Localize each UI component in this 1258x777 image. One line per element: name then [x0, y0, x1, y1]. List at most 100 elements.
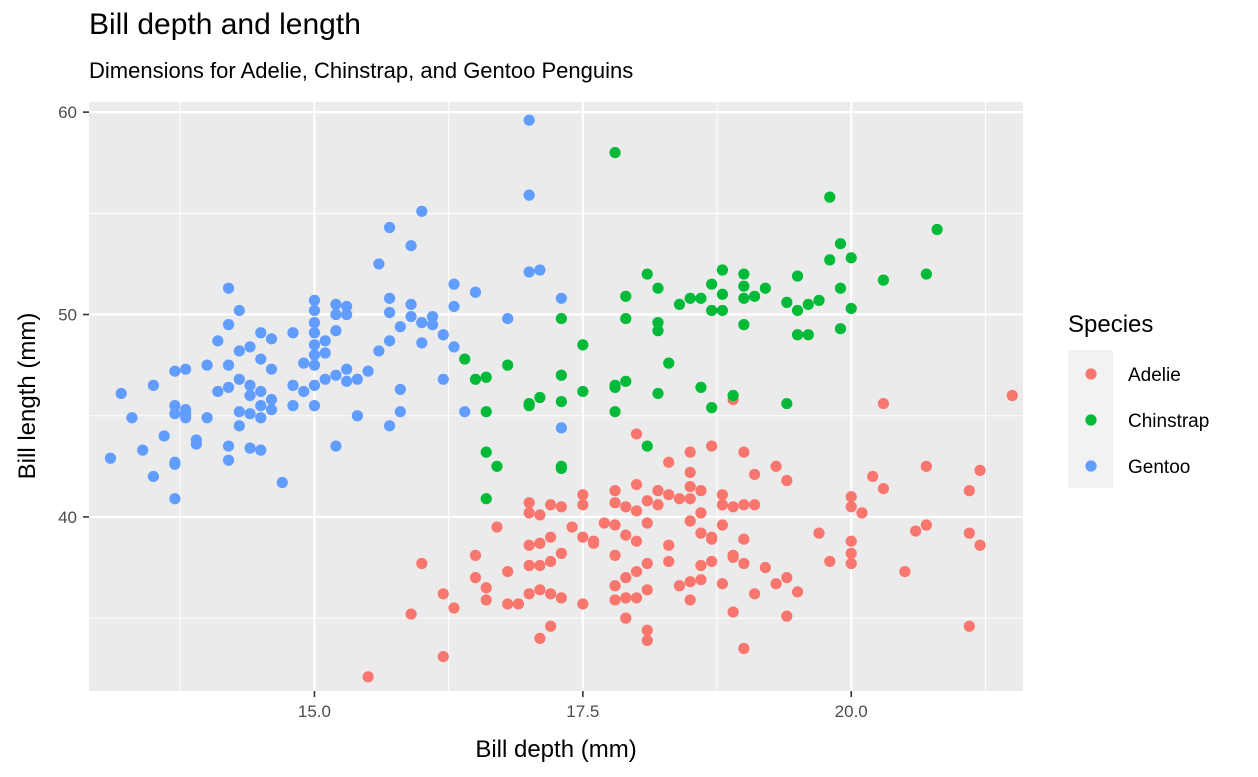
- x-tick-label: 15.0: [298, 702, 331, 721]
- data-point-chinstrap: [738, 268, 750, 280]
- data-point-adelie: [480, 582, 492, 594]
- chart-title: Bill depth and length: [89, 8, 361, 41]
- data-point-gentoo: [523, 189, 535, 201]
- y-tick-label: 50: [58, 306, 77, 325]
- data-point-gentoo: [287, 379, 299, 391]
- data-point-gentoo: [233, 373, 245, 385]
- data-point-gentoo: [523, 266, 535, 278]
- data-point-adelie: [609, 519, 621, 531]
- data-point-adelie: [684, 493, 696, 505]
- data-point-gentoo: [308, 304, 321, 317]
- data-point-adelie: [652, 499, 664, 511]
- data-point-gentoo: [222, 381, 235, 393]
- data-point-adelie: [630, 592, 643, 604]
- data-point-adelie: [469, 549, 482, 561]
- data-point-gentoo: [426, 310, 439, 323]
- data-point-adelie: [845, 501, 857, 513]
- data-point-chinstrap: [555, 369, 567, 381]
- data-point-adelie: [545, 531, 557, 543]
- data-point-gentoo: [362, 365, 374, 377]
- data-point-gentoo: [255, 400, 267, 412]
- data-point-adelie: [630, 535, 643, 547]
- data-point-chinstrap: [781, 397, 793, 410]
- data-point-gentoo: [308, 327, 321, 339]
- data-point-adelie: [824, 555, 836, 568]
- data-point-adelie: [620, 572, 632, 584]
- data-point-gentoo: [255, 444, 267, 456]
- data-point-gentoo: [555, 292, 567, 304]
- data-point-gentoo: [351, 410, 363, 422]
- data-point-gentoo: [233, 406, 245, 418]
- data-point-chinstrap: [834, 282, 847, 294]
- data-point-gentoo: [169, 408, 181, 420]
- data-point-adelie: [523, 588, 535, 600]
- data-point-adelie: [673, 580, 686, 592]
- data-point-adelie: [480, 594, 492, 606]
- data-point-chinstrap: [824, 191, 836, 203]
- data-point-gentoo: [459, 406, 471, 418]
- data-point-adelie: [630, 428, 643, 440]
- data-point-adelie: [684, 466, 696, 479]
- data-point-adelie: [566, 521, 578, 533]
- legend-key-gentoo: [1085, 460, 1097, 472]
- data-point-gentoo: [115, 387, 127, 400]
- data-point-chinstrap: [824, 254, 836, 266]
- legend-label-gentoo: Gentoo: [1128, 457, 1190, 478]
- data-point-chinstrap: [749, 290, 761, 302]
- data-point-chinstrap: [480, 446, 492, 458]
- data-point-gentoo: [383, 420, 396, 432]
- data-point-gentoo: [373, 345, 385, 357]
- data-point-gentoo: [308, 294, 321, 306]
- data-point-gentoo: [308, 339, 321, 351]
- data-point-gentoo: [147, 379, 160, 391]
- data-point-adelie: [437, 588, 449, 600]
- data-point-gentoo: [405, 310, 417, 323]
- data-point-gentoo: [308, 400, 321, 412]
- data-point-adelie: [641, 634, 653, 646]
- data-point-gentoo: [212, 335, 224, 347]
- data-point-gentoo: [383, 306, 396, 319]
- data-point-adelie: [813, 527, 825, 539]
- data-point-gentoo: [319, 335, 331, 347]
- data-point-chinstrap: [738, 319, 750, 331]
- data-point-adelie: [749, 499, 761, 511]
- data-point-chinstrap: [469, 373, 482, 385]
- data-point-chinstrap: [480, 371, 492, 383]
- data-point-gentoo: [180, 412, 192, 424]
- data-point-gentoo: [383, 292, 396, 304]
- data-point-gentoo: [265, 333, 278, 345]
- data-point-adelie: [856, 507, 868, 519]
- data-point-adelie: [448, 602, 460, 614]
- data-point-adelie: [641, 557, 653, 570]
- data-point-gentoo: [180, 363, 192, 375]
- data-point-adelie: [641, 624, 653, 636]
- data-point-adelie: [609, 497, 621, 509]
- data-point-adelie: [523, 539, 535, 551]
- data-point-adelie: [738, 499, 750, 511]
- data-point-adelie: [963, 485, 975, 497]
- data-point-chinstrap: [609, 406, 621, 418]
- data-point-gentoo: [437, 329, 449, 341]
- data-point-chinstrap: [834, 238, 847, 250]
- data-point-chinstrap: [523, 400, 535, 412]
- data-point-gentoo: [255, 412, 267, 424]
- data-point-adelie: [706, 555, 718, 568]
- x-tick-label: 17.5: [566, 702, 599, 721]
- data-point-gentoo: [308, 349, 321, 361]
- chart-subtitle: Dimensions for Adelie, Chinstrap, and Ge…: [89, 58, 634, 83]
- data-point-chinstrap: [641, 268, 653, 280]
- data-point-chinstrap: [663, 357, 675, 369]
- data-point-chinstrap: [620, 375, 632, 387]
- data-point-chinstrap: [695, 292, 707, 304]
- data-point-adelie: [609, 485, 621, 497]
- data-point-adelie: [523, 559, 535, 572]
- data-point-chinstrap: [577, 339, 589, 351]
- data-point-chinstrap: [480, 493, 492, 505]
- data-point-gentoo: [222, 319, 235, 331]
- data-point-gentoo: [201, 412, 213, 424]
- data-point-gentoo: [341, 308, 353, 321]
- data-point-chinstrap: [791, 304, 804, 317]
- data-point-gentoo: [330, 325, 342, 337]
- data-point-gentoo: [308, 317, 321, 329]
- data-point-adelie: [738, 642, 750, 655]
